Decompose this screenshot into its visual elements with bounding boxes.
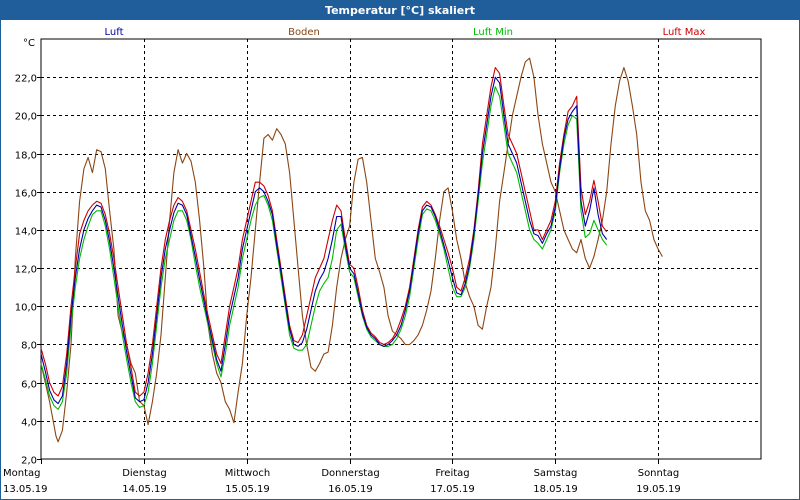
x-day-label: Mittwoch [225, 468, 270, 479]
x-date-label: 19.05.19 [636, 484, 681, 495]
x-date-label: 18.05.19 [533, 484, 578, 495]
series-line [40, 57, 663, 443]
x-day-label: Sonntag [638, 468, 680, 479]
y-tick-label: 4,0 [21, 418, 37, 429]
x-date-label: 17.05.19 [430, 484, 475, 495]
x-date-label: 16.05.19 [328, 484, 373, 495]
y-tick-label: 22,0 [15, 74, 37, 85]
x-day-label: Donnerstag [321, 468, 379, 479]
temperature-chart: 2,0 4,0 6,0 8,0 10,0 12,0 14,0 16,0 18,0 20,0 22,0… [3, 27, 762, 495]
x-day-label: Montag [3, 468, 40, 479]
legend-entry: Luft [105, 27, 124, 38]
x-day-label: Freitag [435, 468, 469, 479]
legend-entry: Luft Min [473, 27, 513, 38]
series-line [40, 67, 608, 397]
y-tick-label: 12,0 [15, 265, 37, 276]
window-title: Temperatur [°C] skaliert [1, 1, 799, 20]
y-tick-label: 16,0 [15, 189, 37, 200]
x-date-label: 13.05.19 [3, 484, 48, 495]
y-tick-label: 20,0 [15, 112, 37, 123]
series-line [40, 76, 608, 405]
series-line [40, 86, 608, 410]
y-tick-label: 10,0 [15, 303, 37, 314]
x-day-label: Dienstag [122, 468, 167, 479]
x-day-label: Samstag [534, 468, 578, 479]
y-tick-label: 2,0 [21, 456, 37, 467]
x-date-label: 15.05.19 [225, 484, 270, 495]
legend-entry: Boden [288, 27, 320, 38]
y-tick-label: 14,0 [15, 227, 37, 238]
y-tick-label: 18,0 [15, 151, 37, 162]
y-axis-unit: °C [23, 38, 35, 49]
plot-area [40, 38, 762, 460]
legend-entry: Luft Max [663, 27, 706, 38]
y-tick-label: 6,0 [21, 380, 37, 391]
x-date-label: 14.05.19 [122, 484, 167, 495]
y-tick-label: 8,0 [21, 341, 37, 352]
